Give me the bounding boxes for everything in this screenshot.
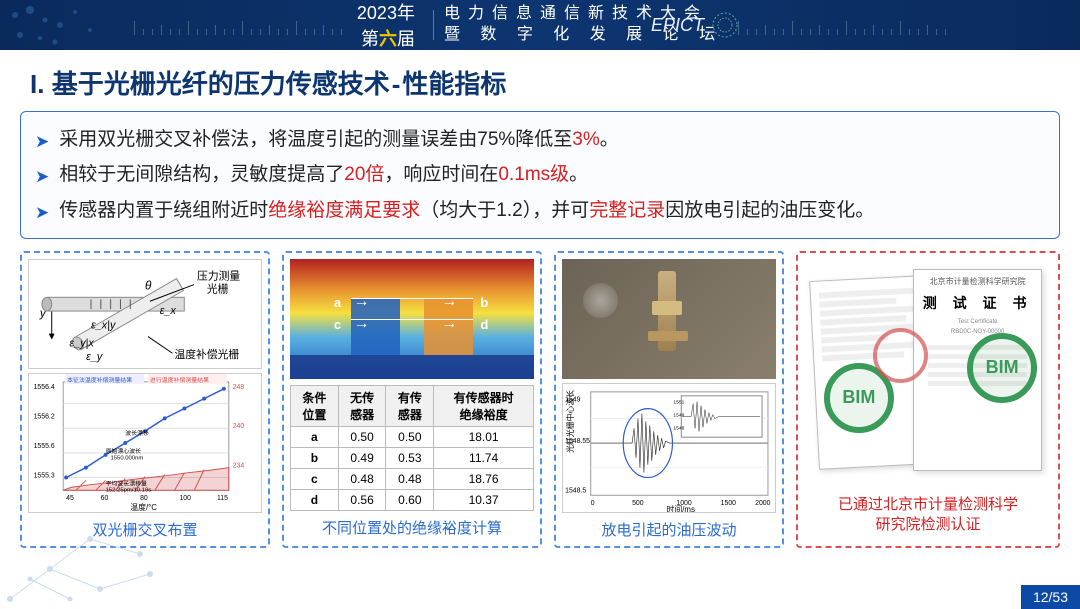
svg-text:时间/ms: 时间/ms (667, 504, 695, 512)
svg-text:0: 0 (591, 500, 595, 507)
experiment-photo (562, 259, 776, 379)
panel-dual-grating: x y θ ε_x ε_x|y ε_y|x ε_y 压力测量光栅 温度补偿光栅 … (20, 251, 270, 548)
svg-text:ε_y|x: ε_y|x (69, 338, 94, 350)
epict-logo: EPICT (651, 10, 740, 40)
svg-text:平均波长漂移量: 平均波长漂移量 (106, 480, 147, 488)
svg-text:100: 100 (179, 495, 191, 502)
table-cell: c (291, 469, 339, 490)
svg-text:温度/°C: 温度/°C (130, 502, 157, 512)
table-cell: 11.74 (434, 448, 534, 469)
panel-discharge: 155115491548 15491548.551548.5 050010001… (554, 251, 784, 548)
decorative-dots (0, 0, 120, 50)
table-cell: 0.49 (338, 448, 386, 469)
table-cell: 0.48 (338, 469, 386, 490)
svg-text:光栅: 光栅 (207, 282, 229, 296)
header-divider (433, 10, 434, 40)
svg-text:248: 248 (233, 384, 245, 391)
table-cell: 0.50 (338, 427, 386, 448)
header-year: 2023年 (357, 0, 415, 25)
table-row: a0.500.5018.01 (291, 427, 534, 448)
table-row: d0.560.6010.37 (291, 490, 534, 511)
svg-text:进行温度补偿测量结果: 进行温度补偿测量结果 (150, 376, 209, 384)
table-cell: d (291, 490, 339, 511)
ruler-left (130, 15, 346, 35)
svg-text:ε_x: ε_x (160, 305, 177, 317)
table-header: 有传感器 (386, 386, 434, 427)
insulation-table: 条件位置无传感器有传感器有传感器时绝缘裕度 a0.500.5018.01b0.4… (290, 385, 534, 511)
chevron-icon: ➤ (35, 161, 49, 192)
svg-text:1555.6: 1555.6 (34, 443, 55, 450)
svg-text:1555.3: 1555.3 (34, 473, 55, 480)
svg-text:45: 45 (66, 495, 74, 502)
pressure-wave-chart: 155115491548 15491548.551548.5 050010001… (562, 383, 776, 513)
svg-text:1550.000nm: 1550.000nm (111, 456, 144, 462)
bullet-item: ➤相较于无间隙结构，灵敏度提高了20倍，响应时间在0.1ms级。 (35, 157, 1045, 192)
panel-caption: 不同位置处的绝缘裕度计算 (322, 517, 502, 538)
svg-text:1551: 1551 (673, 400, 684, 406)
svg-text:1556.4: 1556.4 (34, 384, 55, 391)
slide-header: 2023年 第六届 电力信息通信新技术大会 暨 数 字 化 发 展 论 坛 EP… (0, 0, 1080, 50)
svg-text:本征法温度补偿测量结果: 本征法温度补偿测量结果 (67, 376, 132, 384)
svg-text:光纤光栅中心波长: 光纤光栅中心波长 (565, 390, 575, 453)
table-header: 条件位置 (291, 386, 339, 427)
svg-text:1556.2: 1556.2 (34, 414, 55, 421)
table-cell: 0.48 (386, 469, 434, 490)
table-cell: 0.50 (386, 427, 434, 448)
panel-certificate: 北京市计量检测科学研究院 测 试 证 书 Test Certificate RB… (796, 251, 1060, 548)
svg-text:152.25pm/10.19s: 152.25pm/10.19s (106, 488, 152, 494)
panel-caption: 已通过北京市计量检测科学研究院检测认证 (838, 495, 1018, 534)
table-cell: 0.53 (386, 448, 434, 469)
ruler-right (734, 15, 950, 35)
svg-text:1548.5: 1548.5 (565, 488, 586, 495)
svg-text:θ: θ (145, 280, 152, 293)
svg-text:1548: 1548 (673, 426, 684, 432)
svg-text:80: 80 (140, 495, 148, 502)
table-row: c0.480.4818.76 (291, 469, 534, 490)
header-edition: 第六届 (357, 25, 415, 51)
table-cell: b (291, 448, 339, 469)
chevron-icon: ➤ (35, 197, 49, 228)
svg-text:原始漂心波长: 原始漂心波长 (106, 447, 142, 455)
svg-text:ε_y: ε_y (86, 351, 103, 363)
slide-title: I. 基于光栅光纤的压力传感技术-性能指标 (0, 50, 1080, 111)
table-cell: a (291, 427, 339, 448)
svg-text:温度补偿光栅: 温度补偿光栅 (174, 347, 239, 361)
seal-icon: BIM (967, 333, 1037, 403)
svg-text:压力测量: 压力测量 (197, 270, 240, 283)
table-cell: 10.37 (434, 490, 534, 511)
decorative-network (0, 519, 180, 609)
thermal-image: a b c d →→ →→ (290, 259, 534, 379)
svg-text:2000: 2000 (755, 500, 770, 507)
wavelength-chart: 本征法温度补偿测量结果 进行温度补偿测量结果 1556.4 1556.2 1555.… (28, 373, 262, 513)
svg-text:500: 500 (632, 500, 644, 507)
certificate-image: 北京市计量检测科学研究院 测 试 证 书 Test Certificate RB… (804, 259, 1052, 489)
svg-text:234: 234 (233, 463, 245, 470)
chevron-icon: ➤ (35, 126, 49, 157)
panels-row: x y θ ε_x ε_x|y ε_y|x ε_y 压力测量光栅 温度补偿光栅 … (0, 251, 1080, 548)
panel-caption: 放电引起的油压波动 (601, 519, 736, 540)
svg-text:1549: 1549 (673, 413, 684, 419)
grating-diagram: x y θ ε_x ε_x|y ε_y|x ε_y 压力测量光栅 温度补偿光栅 (28, 259, 262, 369)
table-cell: 18.01 (434, 427, 534, 448)
table-cell: 18.76 (434, 469, 534, 490)
bullet-item: ➤传感器内置于绕组附近时绝缘裕度满足要求（均大于1.2），并可完整记录因放电引起… (35, 193, 1045, 228)
svg-text:60: 60 (101, 495, 109, 502)
svg-text:115: 115 (217, 495, 228, 502)
panel-insulation: a b c d →→ →→ 条件位置无传感器有传感器有传感器时绝缘裕度 a0.5… (282, 251, 542, 548)
svg-text:240: 240 (233, 424, 245, 431)
table-header: 有传感器时绝缘裕度 (434, 386, 534, 427)
page-number: 12/53 (1021, 585, 1080, 609)
table-row: b0.490.5311.74 (291, 448, 534, 469)
table-cell: 0.60 (386, 490, 434, 511)
table-cell: 0.56 (338, 490, 386, 511)
svg-text:ε_x|y: ε_x|y (91, 320, 116, 332)
bullet-list: ➤采用双光栅交叉补偿法，将温度引起的测量误差由75%降低至3%。 ➤相较于无间隙… (20, 111, 1060, 239)
table-header: 无传感器 (338, 386, 386, 427)
bullet-item: ➤采用双光栅交叉补偿法，将温度引起的测量误差由75%降低至3%。 (35, 122, 1045, 157)
svg-text:1500: 1500 (721, 500, 736, 507)
svg-text:波长漂移: 波长漂移 (125, 429, 149, 437)
